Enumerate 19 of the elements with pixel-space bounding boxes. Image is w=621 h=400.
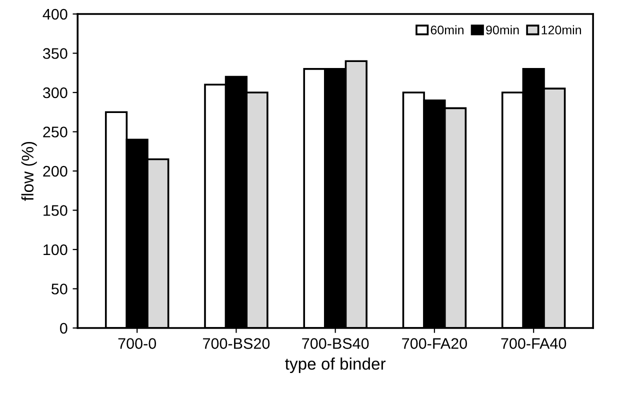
x-axis-title: type of binder xyxy=(285,358,386,374)
y-tick-label: 400 xyxy=(42,8,68,20)
y-tick-label: 350 xyxy=(43,48,68,59)
legend-label: 90min xyxy=(486,25,519,34)
legend-label: 120min xyxy=(542,25,581,34)
y-tick-label: 150 xyxy=(44,205,68,216)
x-tick-label: 700-FA40 xyxy=(501,338,566,349)
y-tick-label: 200 xyxy=(43,166,68,177)
y-axis-title: flow (%) xyxy=(21,142,37,201)
x-tick-label: 700-FA20 xyxy=(402,338,467,349)
x-tick-label: 700-BS40 xyxy=(302,338,369,349)
y-tick-label: 0 xyxy=(60,322,68,334)
x-tick-label: 700-0 xyxy=(118,338,156,349)
x-tick-label: 700-BS20 xyxy=(203,338,270,349)
y-tick-label: 50 xyxy=(52,284,68,294)
y-tick-label: 250 xyxy=(43,126,68,138)
legend-label: 60min xyxy=(430,25,464,34)
y-tick-label: 100 xyxy=(44,244,68,256)
y-tick-label: 300 xyxy=(43,87,68,98)
